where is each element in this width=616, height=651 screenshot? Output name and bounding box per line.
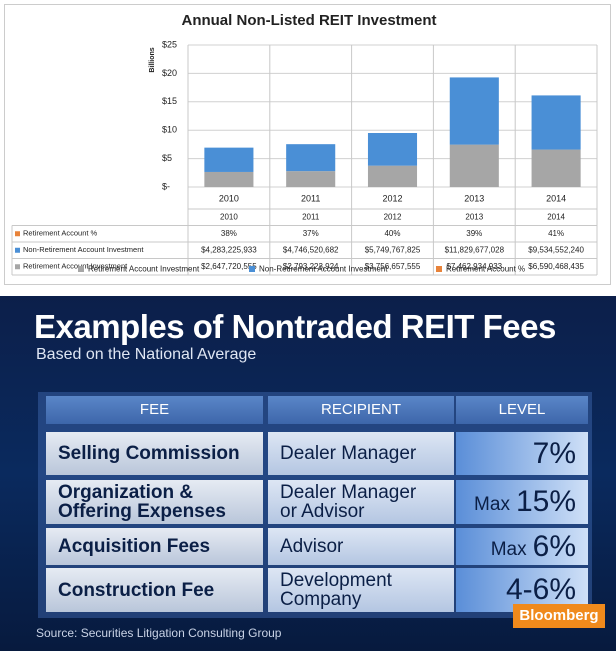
table-key (15, 247, 20, 253)
y-tick-label: $25 (162, 39, 177, 49)
fee-line: Construction Fee (58, 579, 215, 601)
bar-segment (286, 144, 336, 172)
y-tick-label: $20 (162, 68, 177, 78)
level-value: 7% (532, 436, 576, 470)
x-tick-label: 2012 (382, 193, 402, 203)
table-cell: $11,829,677,028 (445, 245, 505, 254)
fee-cell: Construction Fee (46, 568, 263, 612)
level-qualifier: Max (474, 494, 510, 515)
table-header: 2014 (547, 212, 565, 221)
fees-title: Examples of Nontraded REIT Fees (34, 308, 556, 345)
table-header: FEE (46, 396, 263, 424)
level-value: 6% (532, 529, 576, 563)
recipient-line: Company (280, 589, 362, 610)
bar-segment (367, 133, 418, 166)
y-tick-label: $10 (162, 125, 177, 135)
level-cell: Max 15% (456, 480, 588, 524)
legend-key (249, 266, 255, 272)
fee-cell: Acquisition Fees (46, 528, 263, 565)
bar-segment (367, 165, 418, 187)
level-cell: 7% (456, 432, 588, 475)
bar-segment (531, 95, 581, 150)
legend-label: Retirement Account % (446, 265, 525, 274)
recipient-cell: Dealer Manager or Advisor (268, 480, 454, 524)
table-row-label: Retirement Account % (23, 229, 98, 238)
table-cell: $6,590,468,435 (528, 262, 584, 271)
table-header: RECIPIENT (268, 396, 454, 424)
table-cell: 37% (303, 229, 319, 238)
table-key (15, 264, 20, 270)
table-cell: 41% (548, 229, 564, 238)
legend-label: Retirement Account Investment (88, 265, 200, 274)
x-tick-label: 2014 (546, 193, 566, 203)
level-cell: Max 6% (456, 528, 588, 565)
y-tick-label: $15 (162, 96, 177, 106)
legend-key (78, 266, 84, 272)
bar-segment (449, 144, 499, 187)
table-cell: $3,756,657,555 (365, 262, 421, 271)
table-cell: $9,534,552,240 (528, 245, 584, 254)
table-cell: $2,793,223,924 (283, 262, 339, 271)
recipient-cell: Dealer Manager (268, 432, 454, 475)
fee-cell: Organization & Offering Expenses (46, 480, 263, 524)
recipient-cell: Advisor (268, 528, 454, 565)
table-cell: $4,746,520,682 (283, 245, 339, 254)
table-header: 2010 (220, 212, 238, 221)
x-tick-label: 2010 (219, 193, 239, 203)
table-cell: 40% (384, 229, 400, 238)
recipient-line: Dealer Manager (280, 482, 417, 503)
table-header: 2011 (302, 212, 320, 221)
level-value: 15% (515, 485, 576, 518)
bar-segment (204, 147, 254, 172)
bar-segment (286, 171, 336, 187)
recipient-line: Dealer Manager (280, 443, 417, 464)
y-axis-label: Billions (149, 47, 156, 72)
recipient-line: or Advisor (280, 501, 365, 522)
bar-segment (531, 149, 581, 187)
table-header: 2013 (465, 212, 483, 221)
table-row-label: Retirement Account Investment (23, 262, 128, 271)
source: Source: Securities Litigation Consulting… (36, 626, 282, 640)
fee-cell: Selling Commission (46, 432, 263, 475)
y-tick-label: $5 (162, 153, 172, 163)
table-cell: $4,283,225,933 (201, 245, 257, 254)
table-cell: 38% (221, 229, 237, 238)
x-tick-label: 2011 (301, 193, 320, 203)
fees-table: FEE RECIPIENT LEVEL Selling Commission Deale… (38, 392, 592, 618)
chart: Annual Non-Listed REIT Investment Billio… (4, 4, 611, 285)
recipient-line: Advisor (280, 536, 344, 557)
table-cell: $5,749,767,825 (365, 245, 421, 254)
table-cell: $7,462,934,933 (446, 262, 502, 271)
fee-line: Acquisition Fees (58, 536, 211, 557)
recipient-line: Development (280, 570, 392, 591)
table-header: LEVEL (456, 396, 588, 424)
table-cell: 39% (466, 229, 482, 238)
bar-segment (449, 77, 499, 145)
x-tick-label: 2013 (464, 193, 484, 203)
y-tick-label: $- (162, 181, 170, 191)
legend-label: Non-Retirement Account Investment (259, 265, 388, 274)
table-cell: $2,647,720,555 (201, 262, 257, 271)
bar-segment (204, 171, 254, 187)
fees-graphic: Examples of Nontraded REIT Fees Based on… (0, 296, 616, 651)
chart-title: Annual Non-Listed REIT Investment (181, 12, 436, 29)
level-value: 4-6% (505, 573, 576, 606)
table-row-label: Non-Retirement Account Investment (23, 245, 144, 254)
legend-key (436, 266, 442, 272)
fees-subtitle: Based on the National Average (36, 346, 257, 363)
fee-line: Offering Expenses (58, 501, 226, 522)
table-key (15, 231, 20, 237)
recipient-cell: Development Company (268, 568, 454, 612)
table-header: 2012 (384, 212, 402, 221)
fee-line: Selling Commission (58, 443, 240, 464)
level-qualifier: Max (490, 538, 527, 560)
fee-line: Organization & (58, 482, 194, 503)
logo: Bloomberg (513, 604, 605, 628)
